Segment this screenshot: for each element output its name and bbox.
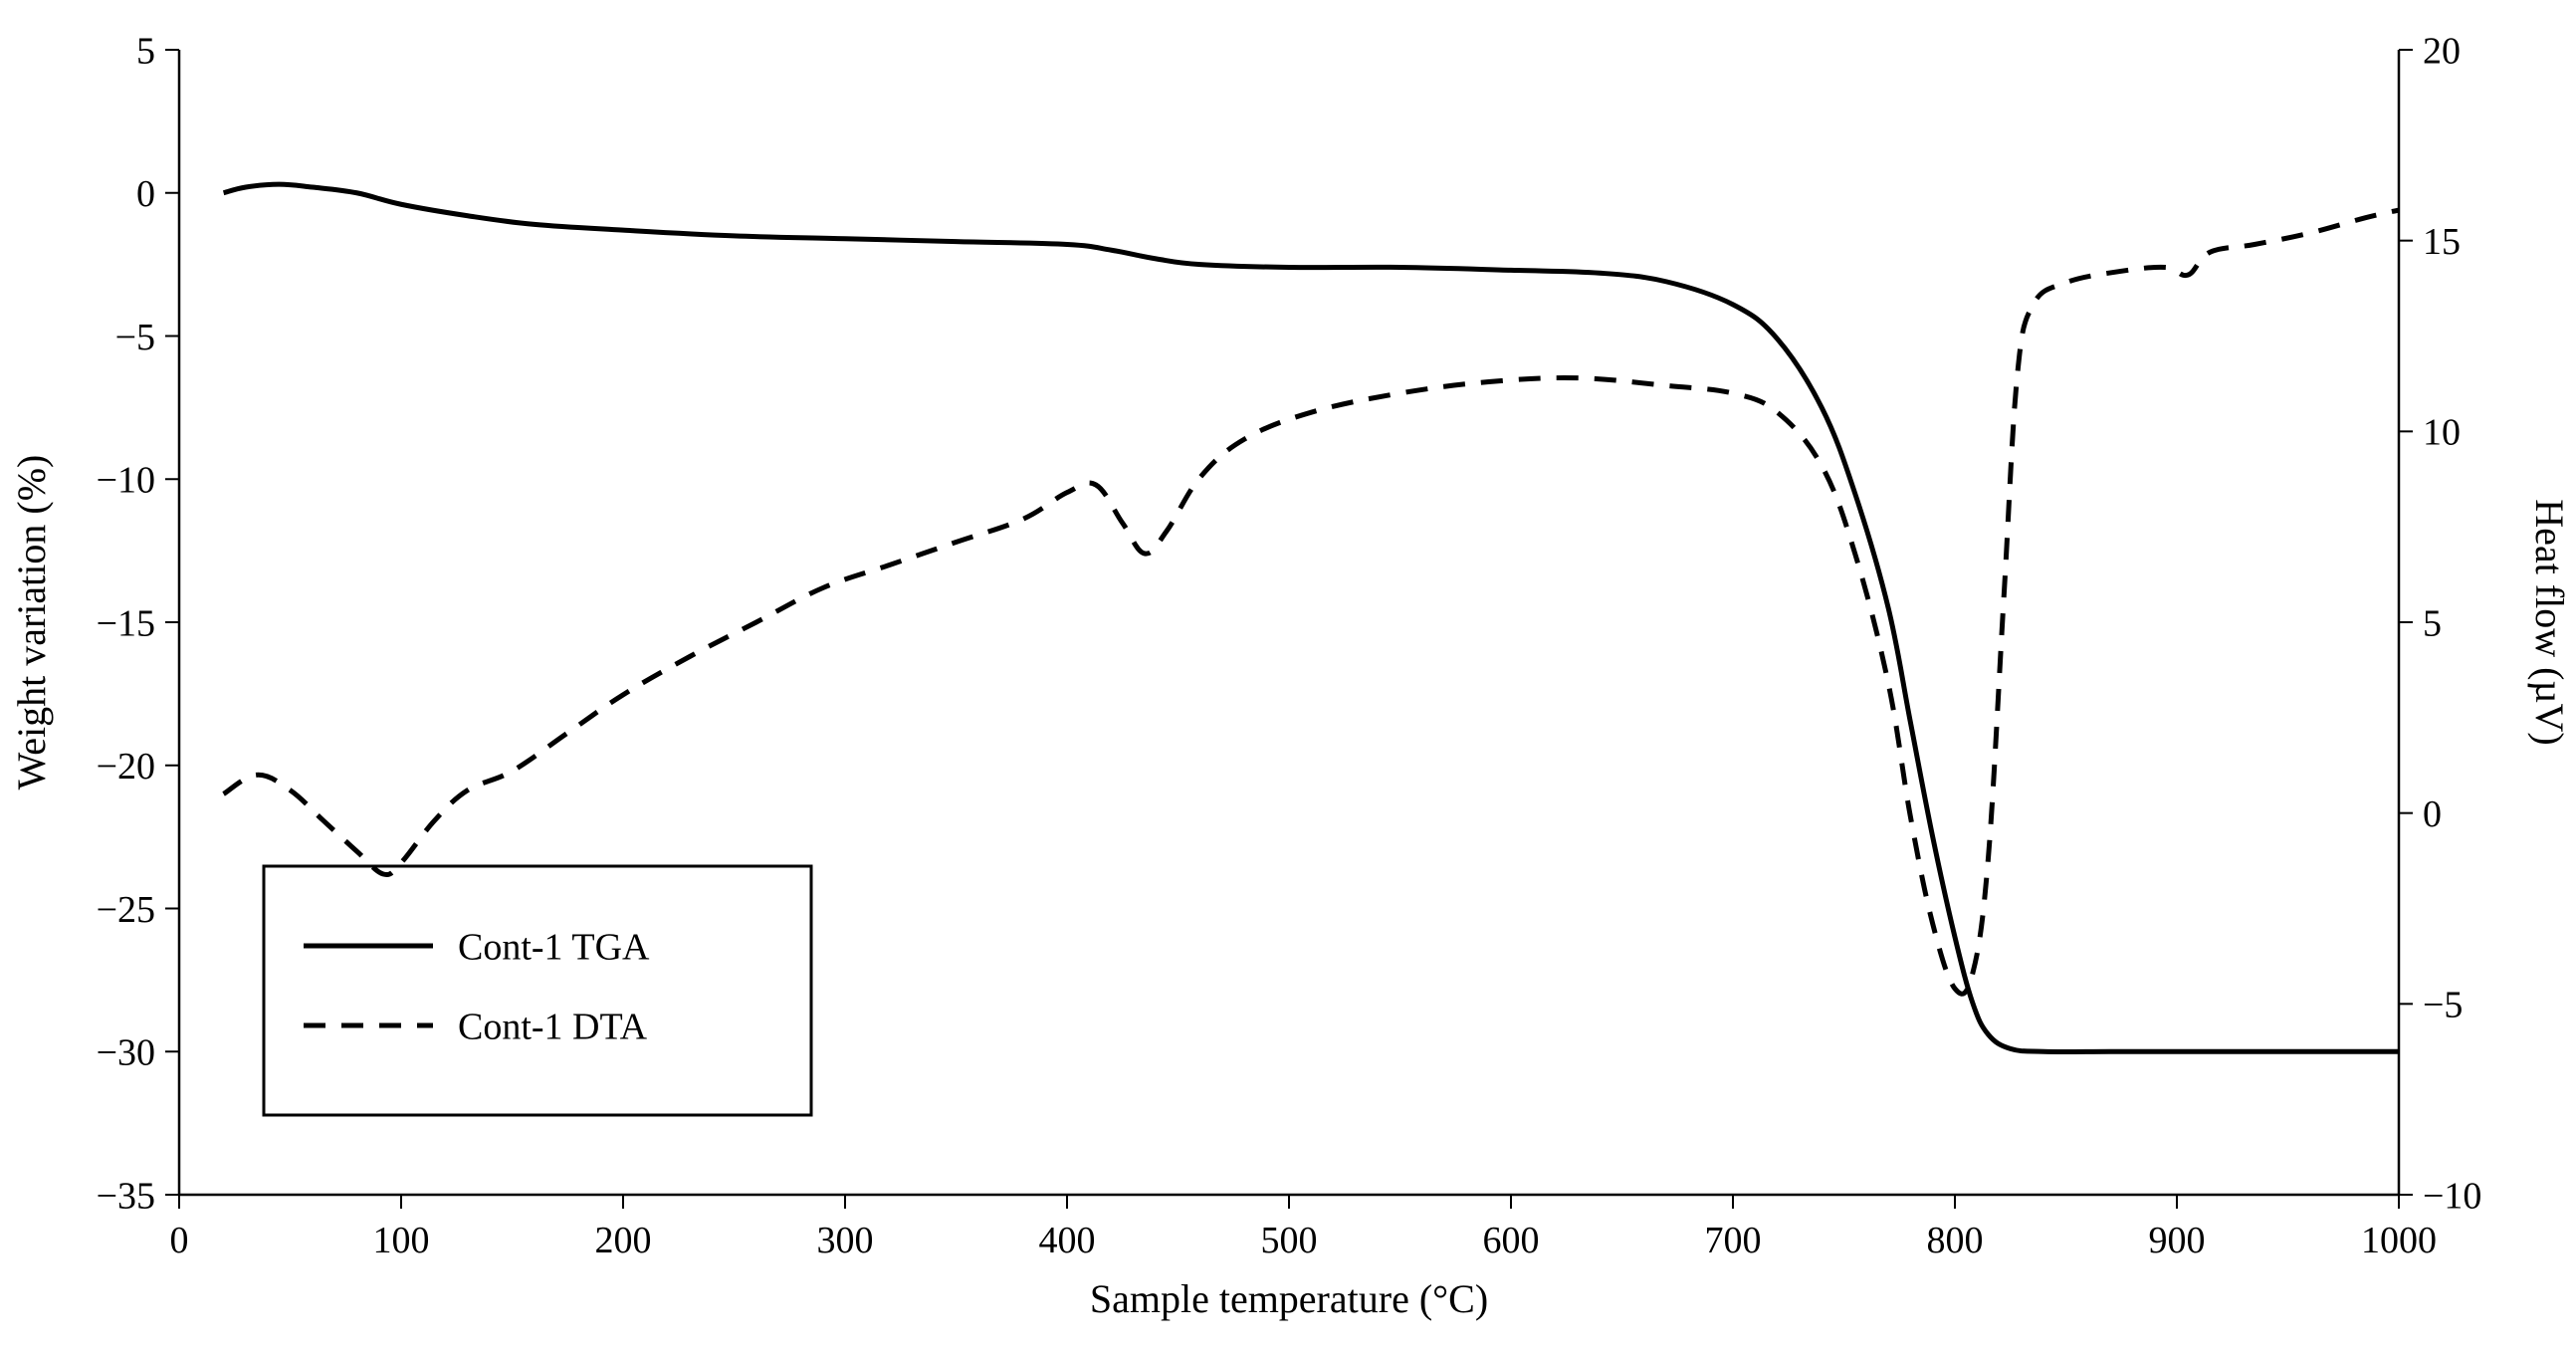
y-left-tick-label: −35	[97, 1175, 155, 1217]
x-axis-label: Sample temperature (°C)	[1090, 1276, 1488, 1321]
legend-label: Cont-1 TGA	[458, 926, 650, 968]
x-tick-label: 900	[2149, 1220, 2206, 1261]
x-tick-label: 700	[1705, 1220, 1762, 1261]
y-right-tick-label: 0	[2423, 793, 2442, 835]
x-tick-label: 800	[1927, 1220, 1984, 1261]
y-right-tick-label: −5	[2423, 985, 2463, 1026]
x-tick-label: 300	[817, 1220, 874, 1261]
x-tick-label: 1000	[2361, 1220, 2437, 1261]
y-left-tick-label: −15	[97, 602, 155, 644]
x-tick-label: 200	[595, 1220, 652, 1261]
legend-label: Cont-1 DTA	[458, 1006, 648, 1047]
y-right-tick-label: 20	[2423, 30, 2461, 72]
x-tick-label: 0	[170, 1220, 189, 1261]
y-left-tick-label: −20	[97, 746, 155, 788]
y-left-tick-label: 5	[136, 30, 155, 72]
y-right-axis-label: Heat flow (µV)	[2527, 499, 2572, 745]
x-tick-label: 400	[1039, 1220, 1096, 1261]
y-left-tick-label: −5	[115, 317, 155, 358]
y-right-tick-label: 5	[2423, 602, 2442, 644]
x-tick-label: 600	[1483, 1220, 1540, 1261]
x-tick-label: 100	[373, 1220, 430, 1261]
y-left-axis-label: Weight variation (%)	[9, 455, 54, 790]
y-left-tick-label: −25	[97, 889, 155, 931]
y-right-tick-label: 15	[2423, 221, 2461, 263]
y-left-tick-label: 0	[136, 173, 155, 215]
y-right-tick-label: −10	[2423, 1175, 2481, 1217]
y-left-tick-label: −30	[97, 1032, 155, 1074]
y-left-tick-label: −10	[97, 460, 155, 502]
x-tick-label: 500	[1261, 1220, 1318, 1261]
y-right-tick-label: 10	[2423, 412, 2461, 454]
